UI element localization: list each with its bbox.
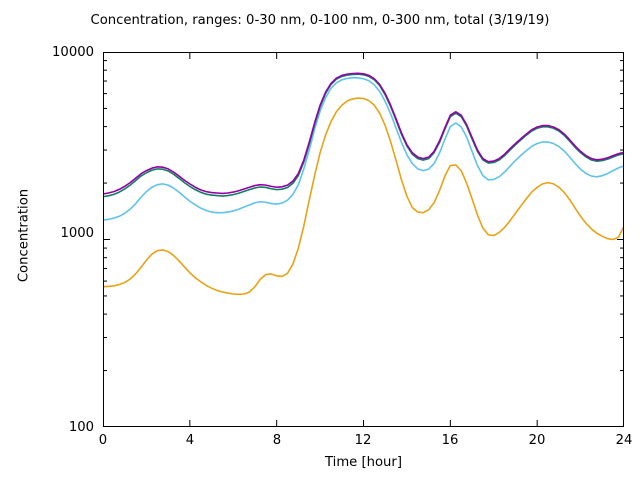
xtick-label-16: 16 [441, 433, 459, 448]
y-axis-title: Concentration [16, 188, 32, 283]
xtick-label-0: 0 [98, 433, 108, 448]
x-axis-title: Time [hour] [325, 455, 402, 470]
ytick-label-1000: 1000 [60, 226, 94, 241]
ytick-label-100: 100 [68, 420, 94, 435]
xtick-label-24: 24 [615, 433, 633, 448]
xtick-label-4: 4 [185, 433, 195, 448]
xtick-label-12: 12 [354, 433, 372, 448]
xtick-label-20: 20 [528, 433, 546, 448]
series-0-100-nm [103, 77, 624, 221]
chart-title: Concentration, ranges: 0-30 nm, 0-100 nm… [90, 13, 550, 28]
series-total [103, 72, 624, 195]
xtick-label-8: 8 [272, 433, 282, 448]
series-0-300-nm [103, 73, 624, 198]
series-0-30-nm [103, 97, 624, 296]
ytick-label-10000: 10000 [52, 45, 94, 60]
